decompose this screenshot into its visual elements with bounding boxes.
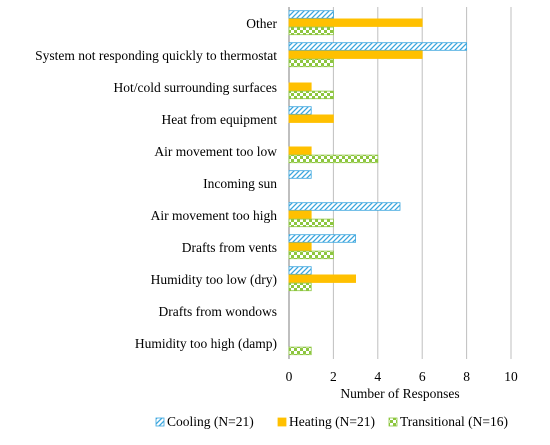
bar-cooling: [288, 10, 334, 19]
bar-transitional: [288, 346, 312, 356]
legend-swatch: [388, 417, 398, 427]
x-tick-label: 10: [504, 369, 518, 384]
bar-cooling: [288, 202, 401, 211]
bar-heating: [288, 50, 423, 59]
legend-label: Cooling (N=21): [167, 414, 254, 429]
legend-swatch: [277, 417, 287, 427]
bar-transitional: [288, 250, 334, 260]
bar-heating: [288, 242, 312, 251]
x-tick-label: 4: [374, 369, 381, 384]
bar-cooling: [288, 266, 312, 275]
bar-heating: [288, 114, 334, 123]
bar-cooling: [288, 234, 356, 243]
bar-cooling: [288, 42, 468, 51]
bar-transitional: [288, 218, 334, 228]
bar-cooling: [288, 106, 312, 115]
category-label: Incoming sun: [203, 176, 277, 191]
bar-heating: [288, 210, 312, 219]
category-label: Drafts from wondows: [159, 304, 277, 319]
bar-transitional: [288, 154, 379, 164]
category-label: Humidity too low (dry): [151, 272, 277, 287]
bars: [288, 10, 468, 356]
category-label: Other: [246, 16, 277, 31]
x-axis-label: Number of Responses: [340, 386, 459, 401]
category-label: Heat from equipment: [162, 112, 278, 127]
bar-transitional: [288, 282, 312, 292]
legend: Cooling (N=21) Heating (N=21) Transitional…: [155, 414, 508, 429]
bar-heating: [288, 82, 312, 91]
bar-transitional: [288, 90, 334, 100]
category-label: Air movement too low: [154, 144, 277, 159]
bar-heating: [288, 274, 356, 283]
bar-transitional: [288, 26, 334, 36]
legend-label: Transitional (N=16): [400, 414, 508, 429]
bar-transitional: [288, 58, 334, 68]
category-labels: Other System not responding quickly to th…: [35, 16, 277, 351]
category-label: Air movement too high: [151, 208, 278, 223]
x-tick-labels: 0 2 4 6 8 10: [286, 369, 518, 384]
x-tick-label: 0: [286, 369, 293, 384]
bar-heating: [288, 146, 312, 155]
bar-cooling: [288, 170, 312, 179]
category-label: Humidity too high (damp): [135, 336, 277, 351]
legend-label: Heating (N=21): [289, 414, 375, 429]
category-label: System not responding quickly to thermos…: [35, 48, 277, 63]
x-tick-label: 6: [419, 369, 426, 384]
x-tick-label: 2: [330, 369, 337, 384]
legend-swatch: [155, 417, 165, 427]
category-label: Hot/cold surrounding surfaces: [114, 80, 277, 95]
category-label: Drafts from vents: [182, 240, 277, 255]
bar-heating: [288, 18, 423, 27]
x-tick-label: 8: [463, 369, 470, 384]
